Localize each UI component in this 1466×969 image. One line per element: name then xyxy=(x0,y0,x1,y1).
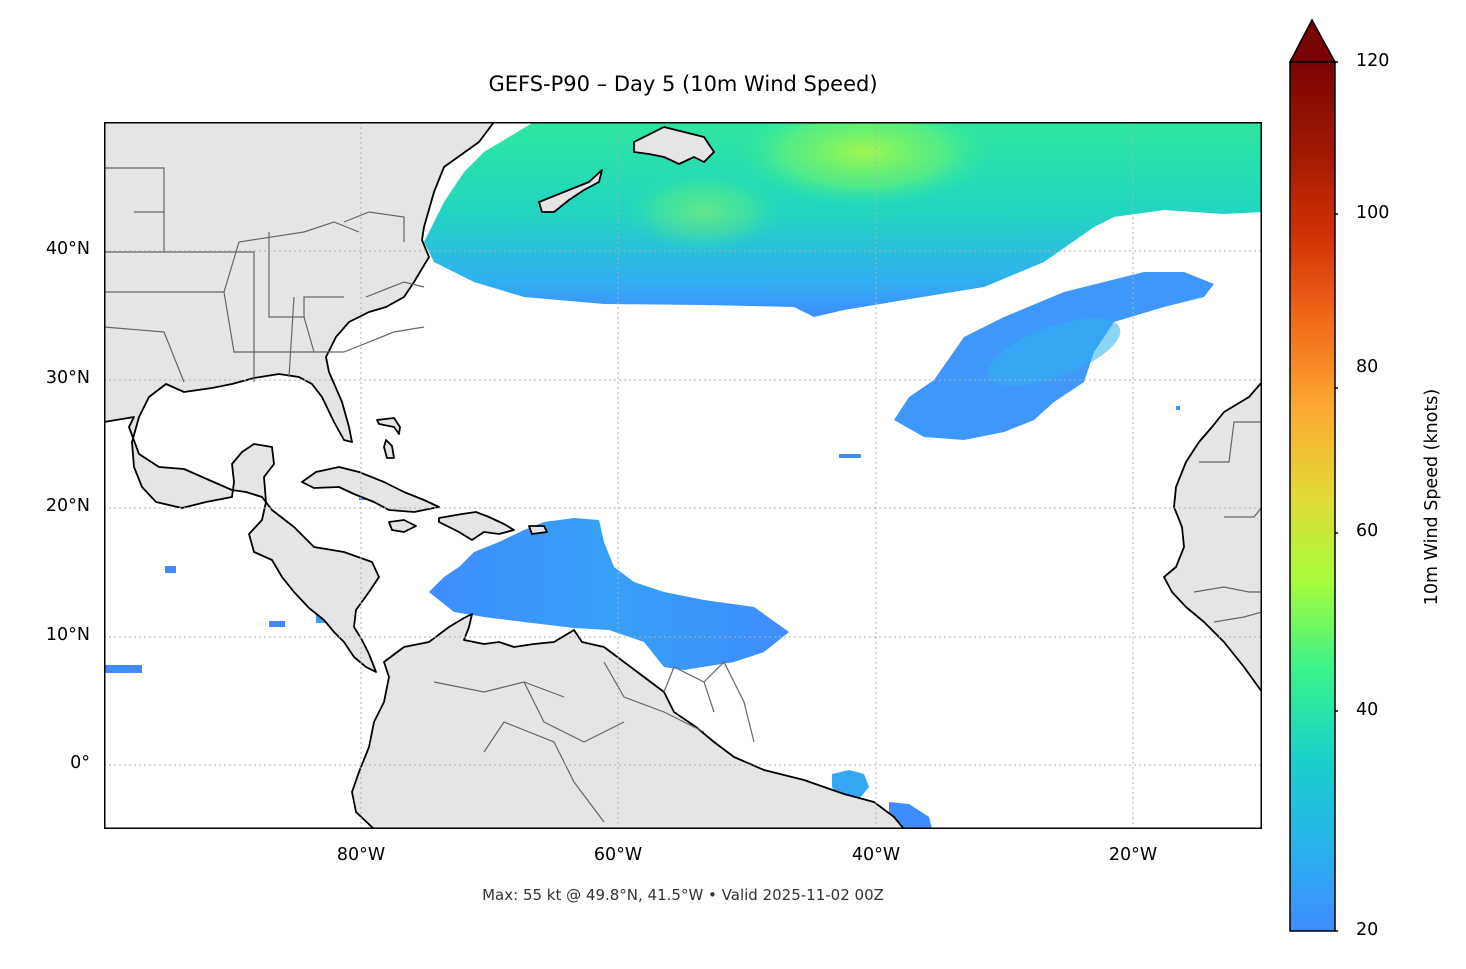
colorbar-tick-20: 20 xyxy=(1356,920,1379,940)
lat-tick-30n: 30°N xyxy=(45,368,90,388)
wind-field-layer xyxy=(104,122,1262,829)
lon-tick-60w: 60°W xyxy=(593,845,643,865)
lat-tick-10n: 10°N xyxy=(45,625,90,645)
lat-tick-20n: 20°N xyxy=(45,496,90,516)
colorbar-label: 10m Wind Speed (knots) xyxy=(1422,388,1442,606)
map-panel[interactable] xyxy=(104,122,1262,829)
colorbar-tick-60: 60 xyxy=(1356,521,1379,541)
lon-tick-80w: 80°W xyxy=(336,845,386,865)
colorbar-tick-40: 40 xyxy=(1356,700,1379,720)
gridlines xyxy=(104,122,1262,829)
max-valid-caption: Max: 55 kt @ 49.8°N, 41.5°W • Valid 2025… xyxy=(482,886,884,904)
colorbar-tick-120: 120 xyxy=(1356,51,1390,71)
lon-tick-40w: 40°W xyxy=(851,845,901,865)
lat-tick-0: 0° xyxy=(70,753,90,773)
map-border xyxy=(104,122,1262,829)
colorbar xyxy=(1288,18,1338,933)
lon-tick-20w: 20°W xyxy=(1108,845,1158,865)
land-layer xyxy=(104,122,1262,829)
colorbar-tick-80: 80 xyxy=(1356,357,1379,377)
lat-tick-40n: 40°N xyxy=(45,239,90,259)
borders-layer xyxy=(104,167,1262,823)
chart-title: GEFS-P90 – Day 5 (10m Wind Speed) xyxy=(488,72,878,96)
colorbar-extend-arrow xyxy=(1288,18,1337,63)
colorbar-tick-100: 100 xyxy=(1356,203,1390,223)
